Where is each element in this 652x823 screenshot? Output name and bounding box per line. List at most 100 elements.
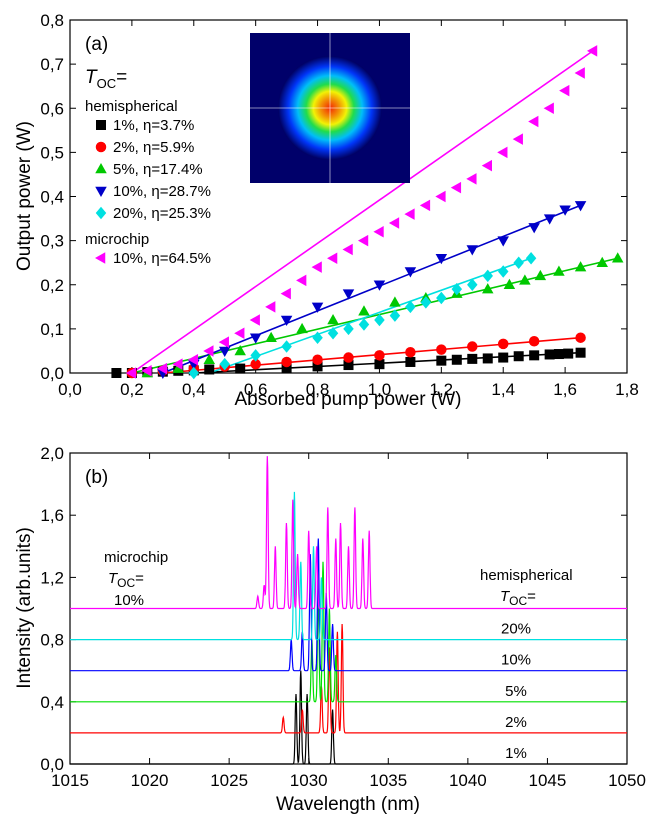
spectrum-line-10-3 — [70, 538, 627, 672]
spectrum-label-2: 5% — [505, 683, 527, 700]
panel-a-y-tick-label: 0,8 — [40, 11, 64, 30]
microchip-toc-eq: = — [135, 570, 144, 587]
data-point-triangle-left-5 — [218, 336, 229, 348]
spectrum-label-1: 2% — [505, 714, 527, 731]
data-point-triangle-left-5 — [280, 287, 291, 300]
data-point-square-0 — [343, 360, 354, 371]
data-point-triangle-up-2 — [203, 353, 215, 365]
data-point-square-0 — [451, 354, 462, 365]
data-point-triangle-down-3 — [497, 236, 509, 247]
data-point-circle-1 — [281, 356, 292, 368]
panel-b-y-tick-label: 0,0 — [40, 755, 64, 774]
data-point-triangle-down-3 — [559, 205, 571, 216]
data-point-diamond-4 — [312, 331, 323, 344]
data-point-circle-1 — [312, 354, 323, 366]
hemispherical-annotation: hemispherical TOC= — [480, 567, 573, 608]
panel-b-x-tick-label: 1015 — [51, 771, 89, 790]
data-point-triangle-up-2 — [596, 256, 608, 267]
legend-label-triangle-left-5: 10%, η=64.5% — [113, 250, 211, 267]
data-point-triangle-left-5 — [497, 146, 508, 159]
microchip-title: microchip — [104, 549, 168, 566]
panel-b: 1015 1020 1025 1030 1035 1040 1045 1050 0,0 0,4 0,… — [14, 444, 646, 815]
svg-text:TOC=: TOC= — [85, 67, 127, 91]
data-point-triangle-left-5 — [435, 190, 446, 203]
panel-b-x-tick-label: 1050 — [608, 771, 646, 790]
data-point-triangle-up-2 — [482, 283, 494, 294]
data-point-circle-1 — [467, 341, 478, 352]
data-point-triangle-up-2 — [611, 252, 624, 263]
legend-marker-square-0 — [96, 120, 106, 130]
data-point-square-0 — [513, 351, 524, 362]
data-point-triangle-up-2 — [265, 331, 277, 342]
panel-a-y-tick-label: 0,7 — [40, 55, 64, 74]
data-point-square-0 — [436, 355, 447, 366]
data-point-triangle-left-5 — [265, 301, 276, 313]
legend-toc-eq: = — [116, 67, 127, 88]
data-point-circle-1 — [528, 335, 540, 347]
spectrum-line-10-5 — [70, 456, 627, 610]
data-point-diamond-4 — [389, 309, 401, 322]
data-point-diamond-4 — [451, 282, 463, 296]
fit-line-triangle-down-3 — [162, 204, 581, 374]
data-point-triangle-up-2 — [389, 296, 401, 307]
legend: TOC= hemispherical 1%, η=3.7% 2%, η=5.9% 5… — [85, 67, 211, 267]
fit-line-circle-1 — [162, 336, 581, 374]
data-point-diamond-4 — [420, 296, 432, 309]
data-point-triangle-left-5 — [203, 345, 214, 357]
panel-a: 0,0 0,2 0,4 0,6 0,8 1,0 1,2 1,4 1,6 1,8 0,0 0,1 0,2 0… — [14, 11, 639, 410]
panel-a-x-tick-label: 1,0 — [368, 380, 392, 399]
data-point-square-0 — [405, 356, 416, 367]
spectrum-label-0: 1% — [505, 745, 527, 762]
data-point-triangle-left-5 — [404, 208, 415, 220]
data-point-triangle-left-5 — [512, 133, 523, 145]
data-point-triangle-left-5 — [327, 252, 338, 265]
panel-a-x-label: Absorbed pump power (W) — [234, 389, 461, 410]
data-point-square-0 — [544, 349, 555, 360]
data-point-square-0 — [204, 364, 215, 375]
legend-label-circle-1: 2%, η=5.9% — [113, 139, 194, 156]
panel-b-x-tick-label: 1025 — [210, 771, 248, 790]
data-point-triangle-down-3 — [373, 280, 386, 291]
panel-b-x-label: Wavelength (nm) — [276, 794, 420, 815]
legend-marker-circle-1 — [95, 141, 107, 153]
data-point-triangle-down-3 — [528, 223, 540, 234]
panel-a-y-tick-label: 0,1 — [40, 320, 64, 339]
data-point-triangle-left-5 — [528, 115, 539, 128]
microchip-value: 10% — [114, 592, 144, 609]
microchip-annotation: microchip TOC= 10% — [104, 549, 168, 609]
hemispherical-title: hemispherical — [480, 567, 573, 584]
panel-b-x-tick-label: 1030 — [290, 771, 328, 790]
data-point-triangle-left-5 — [357, 234, 369, 247]
data-point-triangle-left-5 — [311, 261, 322, 273]
panel-a-x-tick-label: 1,6 — [553, 380, 577, 399]
legend-toc-main: T — [85, 67, 98, 88]
data-point-circle-1 — [575, 332, 586, 343]
spectrum-line-1-0 — [70, 670, 627, 765]
spectrum-line-20-4 — [70, 491, 627, 641]
data-point-diamond-4 — [405, 300, 416, 314]
data-point-square-0 — [111, 368, 122, 378]
panel-b-y-tick-label: 1,6 — [40, 506, 64, 525]
spectrum-line-5-2 — [70, 561, 627, 703]
data-point-square-0 — [498, 352, 509, 363]
data-point-triangle-down-3 — [342, 289, 355, 300]
legend-label-square-0: 1%, η=3.7% — [113, 117, 194, 134]
data-point-triangle-left-5 — [141, 365, 152, 377]
svg-text:TOC=: TOC= — [500, 588, 536, 608]
panel-a-y-tick-label: 0,4 — [40, 188, 64, 207]
legend-label-triangle-down-3: 10%, η=28.7% — [113, 183, 211, 200]
legend-label-diamond-4: 20%, η=25.3% — [113, 205, 211, 222]
data-point-triangle-up-2 — [327, 314, 339, 325]
data-point-square-0 — [281, 362, 292, 373]
panel-a-x-tick-label: 0,0 — [58, 380, 82, 399]
data-point-circle-1 — [405, 347, 416, 358]
legend-marker-triangle-down-3 — [95, 186, 107, 197]
data-point-diamond-4 — [467, 278, 478, 291]
panel-b-y-tick-label: 2,0 — [40, 444, 64, 463]
legend-marker-diamond-4 — [95, 206, 107, 220]
data-point-triangle-up-2 — [534, 269, 547, 281]
data-point-triangle-down-3 — [249, 333, 262, 344]
legend-marker-triangle-left-5 — [95, 252, 106, 264]
data-point-circle-1 — [497, 338, 509, 350]
fit-line-diamond-4 — [208, 257, 532, 374]
